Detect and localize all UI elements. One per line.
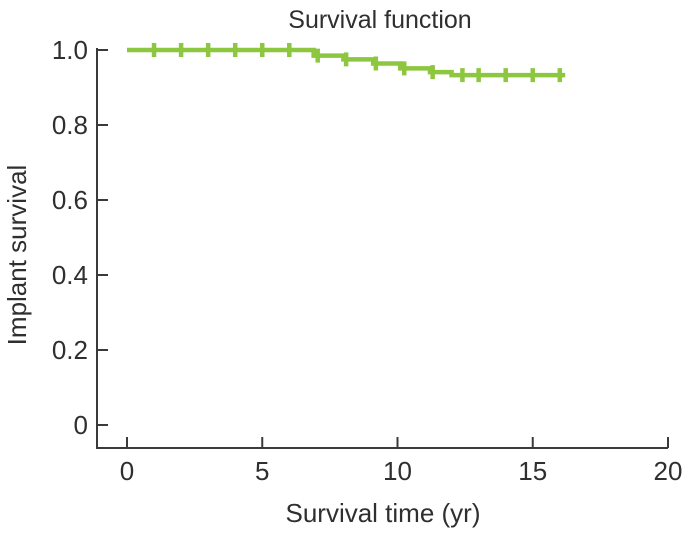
x-tick-label: 20 [654, 456, 683, 486]
y-tick-label: 0.4 [52, 260, 88, 290]
y-tick-label: 1.0 [52, 35, 88, 65]
censor-marks [151, 43, 563, 83]
y-tick-label: 0 [74, 410, 88, 440]
y-tick-label: 0.8 [52, 110, 88, 140]
y-axis-label: Implant survival [2, 165, 32, 346]
y-tick-label: 0.6 [52, 185, 88, 215]
y-tick-label: 0.2 [52, 335, 88, 365]
x-axis-label: Survival time (yr) [285, 498, 480, 528]
axes: 0 0.2 0.4 0.6 0.8 1.0 0 5 10 15 20 [52, 35, 683, 486]
chart-title: Survival function [288, 6, 471, 34]
km-curve-layer [127, 43, 566, 83]
x-tick-label: 5 [255, 456, 269, 486]
x-tick-label: 10 [383, 456, 412, 486]
x-tick-label: 0 [120, 456, 134, 486]
x-tick-label: 15 [518, 456, 547, 486]
